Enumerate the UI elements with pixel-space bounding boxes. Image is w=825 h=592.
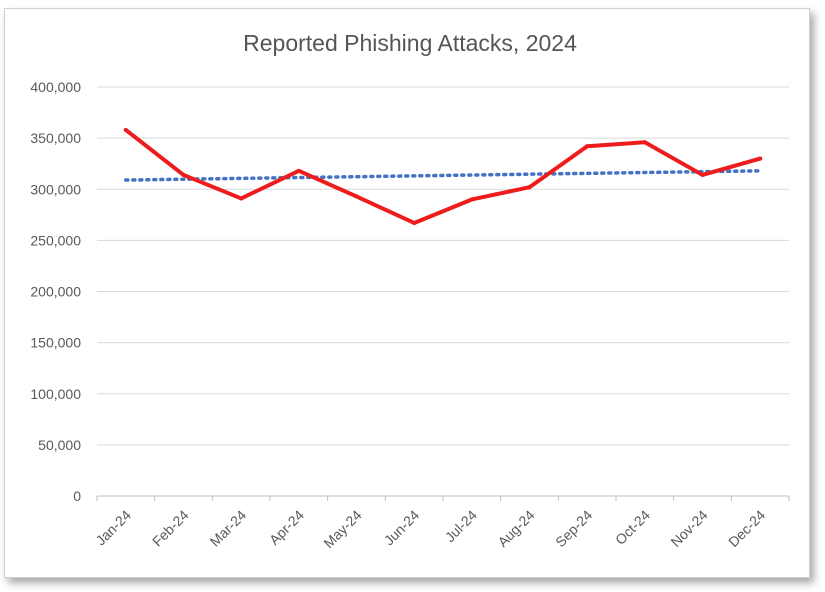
data-point bbox=[585, 144, 590, 149]
data-point bbox=[412, 220, 417, 225]
trendline bbox=[124, 169, 762, 182]
x-tick-label: Jan-24 bbox=[92, 507, 134, 549]
data-point bbox=[296, 168, 301, 173]
x-tick-label: May-24 bbox=[320, 507, 364, 551]
data-point bbox=[354, 194, 359, 199]
x-tick-label: Jul-24 bbox=[442, 507, 480, 545]
data-point bbox=[181, 172, 186, 177]
x-tick-label: Apr-24 bbox=[266, 507, 307, 548]
y-tick-label: 0 bbox=[73, 488, 81, 504]
y-tick-label: 200,000 bbox=[30, 284, 81, 300]
x-tick-label: Mar-24 bbox=[207, 507, 250, 550]
x-tick-label: Aug-24 bbox=[494, 507, 537, 550]
data-point bbox=[700, 172, 705, 177]
data-point bbox=[642, 140, 647, 145]
chart-title: Reported Phishing Attacks, 2024 bbox=[243, 30, 577, 56]
x-tick-label: Nov-24 bbox=[667, 507, 710, 550]
data-point bbox=[239, 196, 244, 201]
y-tick-label: 300,000 bbox=[30, 181, 81, 197]
y-tick-label: 250,000 bbox=[30, 232, 81, 248]
x-tick-label: Feb-24 bbox=[149, 507, 192, 550]
y-tick-label: 400,000 bbox=[30, 79, 81, 95]
series-line bbox=[123, 127, 763, 225]
x-tick-label: Oct-24 bbox=[612, 507, 653, 548]
y-tick-label: 150,000 bbox=[30, 335, 81, 351]
x-tick-label: Dec-24 bbox=[725, 507, 768, 550]
data-point bbox=[469, 197, 474, 202]
data-point bbox=[123, 127, 128, 132]
data-point bbox=[758, 156, 763, 161]
y-tick-label: 50,000 bbox=[38, 437, 81, 453]
chart-frame bbox=[4, 8, 810, 578]
x-tick-label: Jun-24 bbox=[381, 507, 423, 549]
y-tick-label: 350,000 bbox=[30, 130, 81, 146]
data-point bbox=[527, 185, 532, 190]
y-tick-label: 100,000 bbox=[30, 386, 81, 402]
x-tick-label: Sep-24 bbox=[552, 507, 595, 550]
